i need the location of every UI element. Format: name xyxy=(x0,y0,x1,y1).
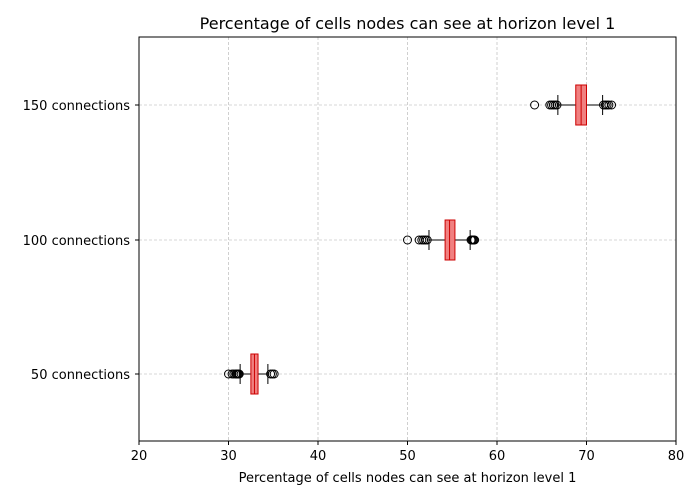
boxes-layer xyxy=(224,84,617,395)
box-group xyxy=(530,84,617,126)
x-tick-label: 60 xyxy=(489,449,506,464)
outlier-point xyxy=(604,100,614,110)
x-tick-label: 50 xyxy=(399,449,416,464)
chart-title: Percentage of cells nodes can see at hor… xyxy=(200,14,616,33)
grid-lines xyxy=(138,37,677,441)
x-tick-label: 80 xyxy=(668,449,685,464)
x-tick-label: 20 xyxy=(131,449,148,464)
outlier-point xyxy=(269,369,279,379)
outlier-point xyxy=(530,100,540,110)
y-tick-label: 150 connections xyxy=(23,99,131,114)
box-group xyxy=(403,219,480,261)
x-axis-label: Percentage of cells nodes can see at hor… xyxy=(239,471,577,486)
tick-layer: 20 30 40 50 60 70 80 50 connections 100 connecti… xyxy=(23,99,685,464)
outlier-point xyxy=(470,235,480,245)
outlier-point xyxy=(234,369,244,379)
outlier-point xyxy=(422,235,432,245)
x-tick-label: 70 xyxy=(578,449,595,464)
x-tick-label: 30 xyxy=(220,449,237,464)
y-tick-label: 100 connections xyxy=(23,234,131,249)
outlier-point xyxy=(552,100,562,110)
x-tick-label: 40 xyxy=(310,449,327,464)
y-tick-label: 50 connections xyxy=(31,368,130,383)
outlier-point xyxy=(607,100,617,110)
outlier-point xyxy=(403,235,412,245)
box-group xyxy=(224,353,279,395)
